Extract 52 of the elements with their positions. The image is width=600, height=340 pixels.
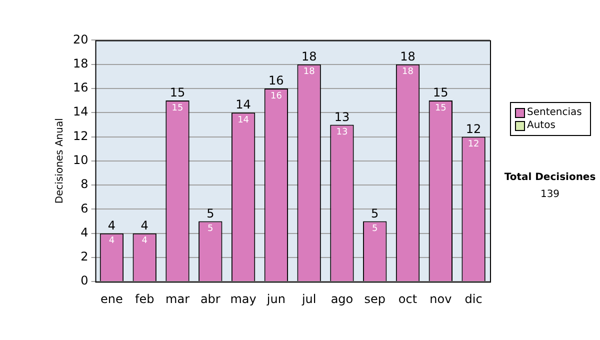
total-label: 4 xyxy=(140,218,148,232)
data-label: 5 xyxy=(208,224,214,234)
total-label: 5 xyxy=(206,206,214,220)
data-label: 14 xyxy=(238,115,250,126)
y-tick-label: 10 xyxy=(72,153,88,168)
data-label: 12 xyxy=(468,140,480,150)
y-tick-label: 18 xyxy=(72,56,88,70)
y-tick-label: 14 xyxy=(72,104,88,119)
total-label: 5 xyxy=(371,206,379,220)
x-tick-label: ene xyxy=(100,292,123,306)
y-tick-label: 2 xyxy=(80,250,88,264)
x-tick-label: may xyxy=(230,292,256,306)
y-tick-label: 16 xyxy=(72,80,88,95)
y-tick-label: 4 xyxy=(80,225,88,240)
y-tick-label: 20 xyxy=(72,32,88,46)
x-tick-label: dic xyxy=(464,292,482,306)
x-tick-label: jun xyxy=(266,292,286,306)
legend-label: Autos xyxy=(527,119,556,132)
y-tick-label: 12 xyxy=(72,128,88,143)
total-label: 13 xyxy=(334,110,350,124)
x-tick-label: abr xyxy=(200,292,220,306)
text: 139 xyxy=(539,189,561,200)
total-label: 18 xyxy=(400,49,416,64)
data-label: 16 xyxy=(270,91,282,102)
x-tick-label: feb xyxy=(134,292,154,306)
total-label: 14 xyxy=(236,98,251,112)
total-label: 12 xyxy=(466,122,482,136)
y-tick-label: 8 xyxy=(80,177,88,192)
data-label: 13 xyxy=(336,128,348,138)
legend-label: Sentencias xyxy=(527,106,582,119)
total-label: 18 xyxy=(301,49,317,64)
x-tick-label: oct xyxy=(398,292,418,306)
total-label: 4 xyxy=(108,218,116,232)
x-tick-label: nov xyxy=(430,292,452,306)
x-tick-label: mar xyxy=(166,292,190,306)
y-tick-label: 6 xyxy=(80,201,88,216)
total-label: 15 xyxy=(170,86,186,100)
data-label: 4 xyxy=(108,236,115,246)
x-tick-label: sep xyxy=(364,292,386,306)
y-tick-label: 0 xyxy=(80,274,88,288)
data-label: 18 xyxy=(303,67,316,78)
data-label: 5 xyxy=(372,224,378,234)
data-label: 15 xyxy=(172,103,184,114)
x-tick-label: ago xyxy=(330,292,354,306)
data-label: 18 xyxy=(402,67,414,78)
text: Total Decisiones xyxy=(503,172,597,183)
total-label: 15 xyxy=(433,86,448,100)
y-axis-title: Decisiones Anual xyxy=(54,118,66,204)
data-label: 15 xyxy=(434,103,446,114)
data-label: 4 xyxy=(142,236,148,246)
x-tick-label: jul xyxy=(300,292,316,306)
total-label: 16 xyxy=(268,74,284,88)
